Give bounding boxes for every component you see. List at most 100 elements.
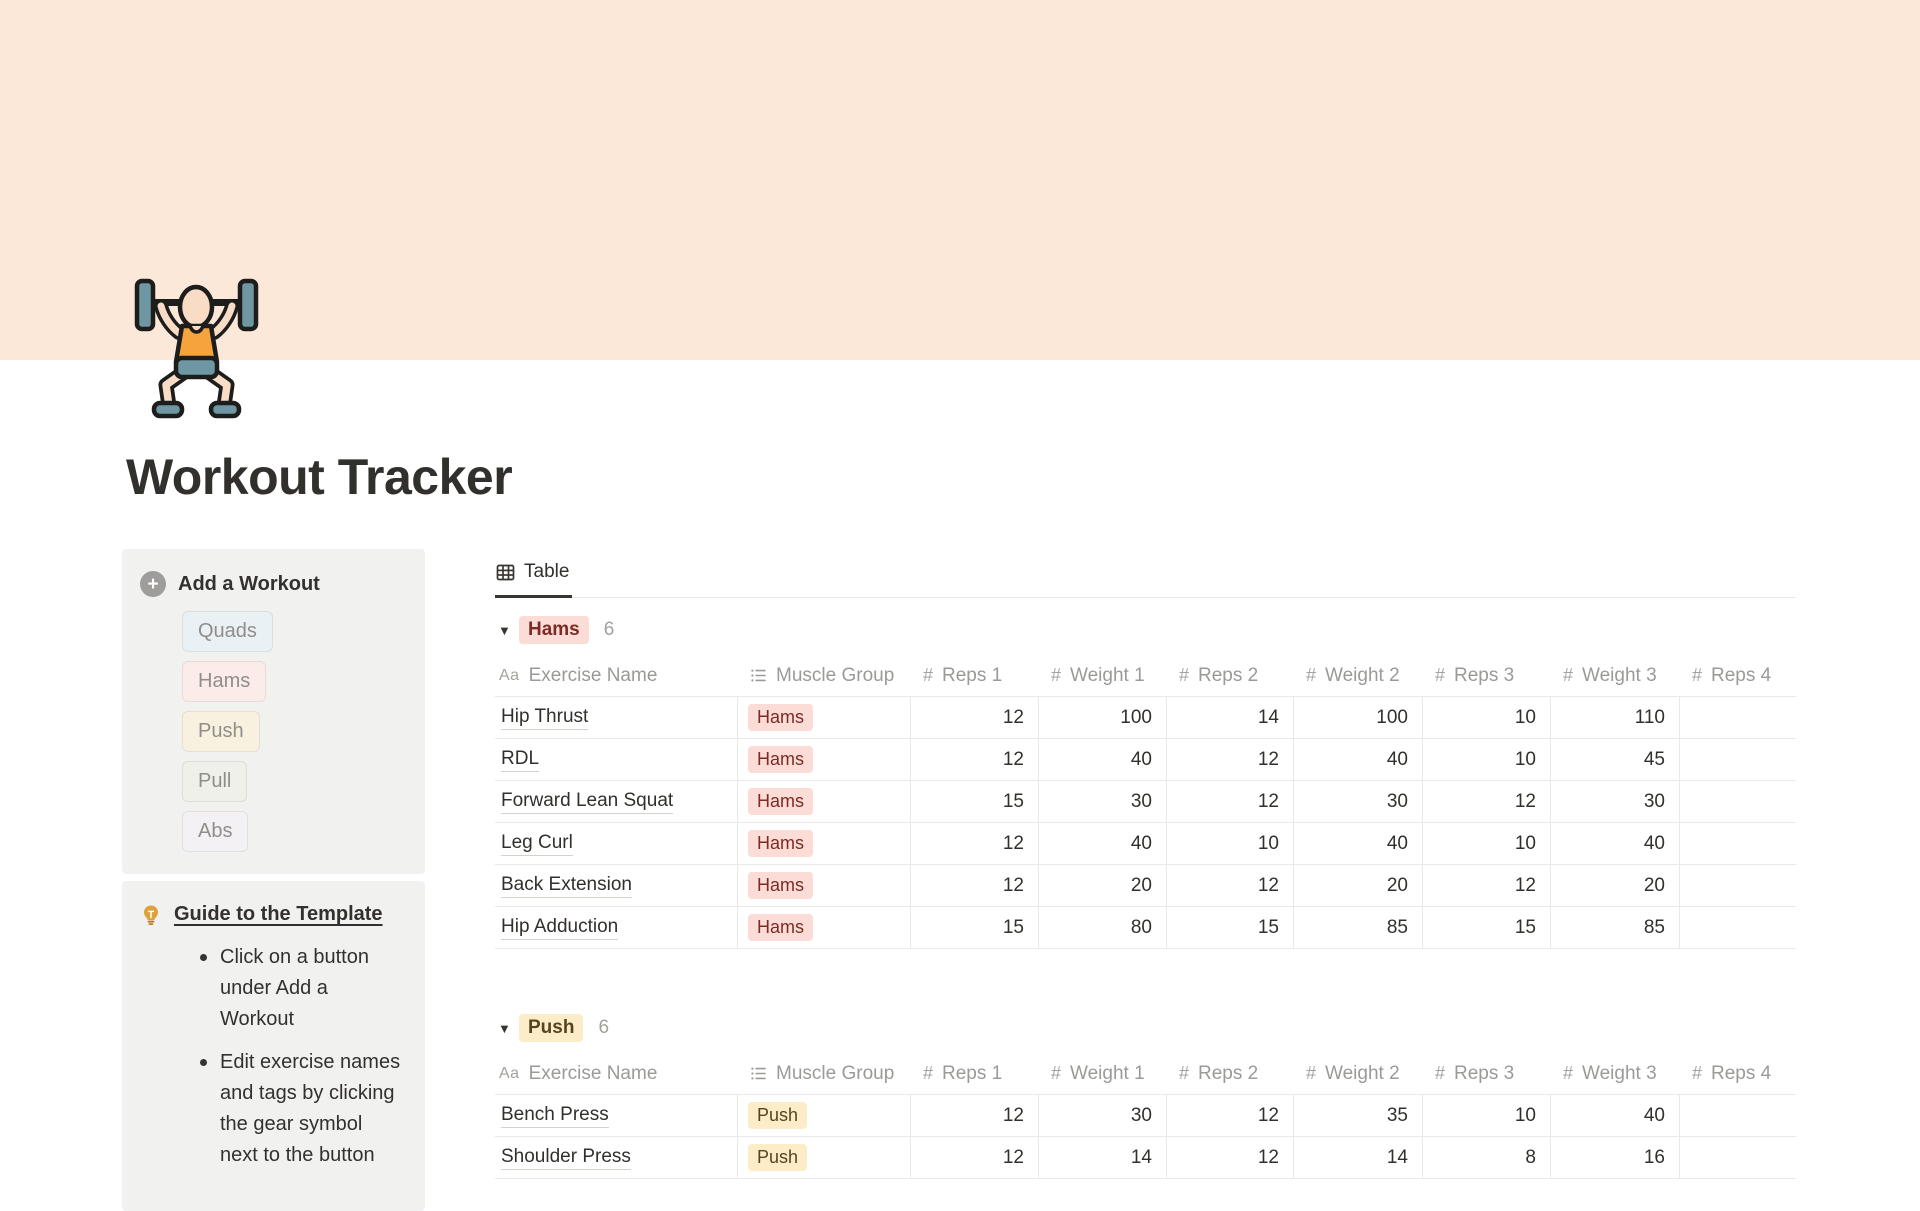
column-header[interactable]: # Reps 4 bbox=[1679, 1053, 1796, 1095]
value-cell[interactable]: 12 bbox=[1166, 865, 1293, 907]
value-cell[interactable]: 15 bbox=[910, 781, 1038, 823]
value-cell[interactable]: 30 bbox=[1293, 781, 1422, 823]
muscle-group-cell[interactable]: Hams bbox=[737, 781, 910, 823]
add-hams-button[interactable]: Hams bbox=[182, 661, 267, 702]
column-header[interactable]: # Reps 4 bbox=[1679, 655, 1796, 697]
add-push-button[interactable]: Push bbox=[182, 711, 260, 752]
value-cell[interactable]: 15 bbox=[1422, 907, 1550, 949]
value-cell[interactable]: 15 bbox=[1166, 907, 1293, 949]
value-cell[interactable]: 85 bbox=[1293, 907, 1422, 949]
value-cell[interactable]: 80 bbox=[1038, 907, 1166, 949]
value-cell[interactable] bbox=[1679, 697, 1796, 739]
exercise-name-cell[interactable]: Forward Lean Squat bbox=[495, 781, 737, 823]
value-cell[interactable]: 12 bbox=[1166, 1095, 1293, 1137]
column-header[interactable]: # Weight 2 bbox=[1293, 1053, 1422, 1095]
page-title[interactable]: Workout Tracker bbox=[126, 449, 513, 505]
value-cell[interactable]: 100 bbox=[1038, 697, 1166, 739]
column-header[interactable]: Aa Exercise Name bbox=[495, 1053, 737, 1095]
exercise-name-cell[interactable]: Shoulder Press bbox=[495, 1137, 737, 1179]
column-header[interactable]: # Weight 3 bbox=[1550, 655, 1679, 697]
group-name-badge[interactable]: Hams bbox=[519, 616, 589, 644]
value-cell[interactable]: 12 bbox=[910, 1137, 1038, 1179]
column-header[interactable]: # Reps 3 bbox=[1422, 1053, 1550, 1095]
exercise-name-cell[interactable]: RDL bbox=[495, 739, 737, 781]
exercise-name-cell[interactable]: Hip Thrust bbox=[495, 697, 737, 739]
value-cell[interactable] bbox=[1679, 865, 1796, 907]
value-cell[interactable]: 10 bbox=[1422, 739, 1550, 781]
plus-icon[interactable]: + bbox=[140, 571, 166, 597]
column-header[interactable]: # Reps 2 bbox=[1166, 655, 1293, 697]
muscle-group-cell[interactable]: Hams bbox=[737, 697, 910, 739]
value-cell[interactable]: 10 bbox=[1422, 697, 1550, 739]
value-cell[interactable]: 14 bbox=[1293, 1137, 1422, 1179]
muscle-group-cell[interactable]: Hams bbox=[737, 739, 910, 781]
value-cell[interactable]: 40 bbox=[1293, 823, 1422, 865]
group-toggle-icon[interactable]: ▼ bbox=[498, 1020, 511, 1036]
value-cell[interactable] bbox=[1679, 1137, 1796, 1179]
muscle-group-cell[interactable]: Push bbox=[737, 1095, 910, 1137]
tab-table[interactable]: Table bbox=[495, 561, 573, 598]
group-toggle-icon[interactable]: ▼ bbox=[498, 622, 511, 638]
value-cell[interactable] bbox=[1679, 739, 1796, 781]
muscle-group-cell[interactable]: Push bbox=[737, 1137, 910, 1179]
value-cell[interactable]: 12 bbox=[1166, 781, 1293, 823]
value-cell[interactable]: 12 bbox=[910, 823, 1038, 865]
value-cell[interactable]: 8 bbox=[1422, 1137, 1550, 1179]
value-cell[interactable]: 40 bbox=[1550, 823, 1679, 865]
exercise-name-cell[interactable]: Bench Press bbox=[495, 1095, 737, 1137]
value-cell[interactable] bbox=[1679, 823, 1796, 865]
value-cell[interactable]: 40 bbox=[1293, 739, 1422, 781]
column-header[interactable]: # Weight 1 bbox=[1038, 1053, 1166, 1095]
workout-icon[interactable] bbox=[133, 268, 260, 428]
value-cell[interactable] bbox=[1679, 1095, 1796, 1137]
value-cell[interactable]: 20 bbox=[1550, 865, 1679, 907]
value-cell[interactable]: 10 bbox=[1422, 1095, 1550, 1137]
value-cell[interactable]: 16 bbox=[1550, 1137, 1679, 1179]
exercise-name-cell[interactable]: Hip Adduction bbox=[495, 907, 737, 949]
muscle-group-cell[interactable]: Hams bbox=[737, 907, 910, 949]
column-header[interactable]: Muscle Group bbox=[737, 655, 910, 697]
group-name-badge[interactable]: Push bbox=[519, 1014, 584, 1042]
value-cell[interactable]: 20 bbox=[1293, 865, 1422, 907]
value-cell[interactable]: 12 bbox=[910, 739, 1038, 781]
value-cell[interactable]: 10 bbox=[1422, 823, 1550, 865]
value-cell[interactable]: 12 bbox=[910, 697, 1038, 739]
column-header[interactable]: # Weight 1 bbox=[1038, 655, 1166, 697]
exercise-name-cell[interactable]: Leg Curl bbox=[495, 823, 737, 865]
value-cell[interactable]: 45 bbox=[1550, 739, 1679, 781]
value-cell[interactable]: 30 bbox=[1038, 781, 1166, 823]
muscle-group-cell[interactable]: Hams bbox=[737, 823, 910, 865]
column-header[interactable]: Muscle Group bbox=[737, 1053, 910, 1095]
value-cell[interactable]: 40 bbox=[1550, 1095, 1679, 1137]
add-quads-button[interactable]: Quads bbox=[182, 611, 273, 652]
value-cell[interactable]: 12 bbox=[910, 1095, 1038, 1137]
value-cell[interactable]: 12 bbox=[1166, 1137, 1293, 1179]
value-cell[interactable]: 20 bbox=[1038, 865, 1166, 907]
value-cell[interactable]: 85 bbox=[1550, 907, 1679, 949]
column-header[interactable]: # Reps 1 bbox=[910, 1053, 1038, 1095]
value-cell[interactable]: 12 bbox=[1422, 781, 1550, 823]
add-pull-button[interactable]: Pull bbox=[182, 761, 248, 802]
add-abs-button[interactable]: Abs bbox=[182, 811, 249, 852]
value-cell[interactable]: 110 bbox=[1550, 697, 1679, 739]
column-header[interactable]: # Reps 1 bbox=[910, 655, 1038, 697]
column-header[interactable]: # Weight 3 bbox=[1550, 1053, 1679, 1095]
value-cell[interactable]: 30 bbox=[1038, 1095, 1166, 1137]
exercise-name-cell[interactable]: Back Extension bbox=[495, 865, 737, 907]
column-header[interactable]: # Reps 2 bbox=[1166, 1053, 1293, 1095]
value-cell[interactable]: 40 bbox=[1038, 823, 1166, 865]
value-cell[interactable]: 14 bbox=[1166, 697, 1293, 739]
value-cell[interactable]: 30 bbox=[1550, 781, 1679, 823]
value-cell[interactable] bbox=[1679, 907, 1796, 949]
column-header[interactable]: Aa Exercise Name bbox=[495, 655, 737, 697]
value-cell[interactable]: 12 bbox=[910, 865, 1038, 907]
value-cell[interactable]: 10 bbox=[1166, 823, 1293, 865]
muscle-group-cell[interactable]: Hams bbox=[737, 865, 910, 907]
value-cell[interactable]: 12 bbox=[1422, 865, 1550, 907]
value-cell[interactable]: 12 bbox=[1166, 739, 1293, 781]
value-cell[interactable]: 15 bbox=[910, 907, 1038, 949]
value-cell[interactable]: 40 bbox=[1038, 739, 1166, 781]
value-cell[interactable]: 100 bbox=[1293, 697, 1422, 739]
value-cell[interactable] bbox=[1679, 781, 1796, 823]
value-cell[interactable]: 35 bbox=[1293, 1095, 1422, 1137]
